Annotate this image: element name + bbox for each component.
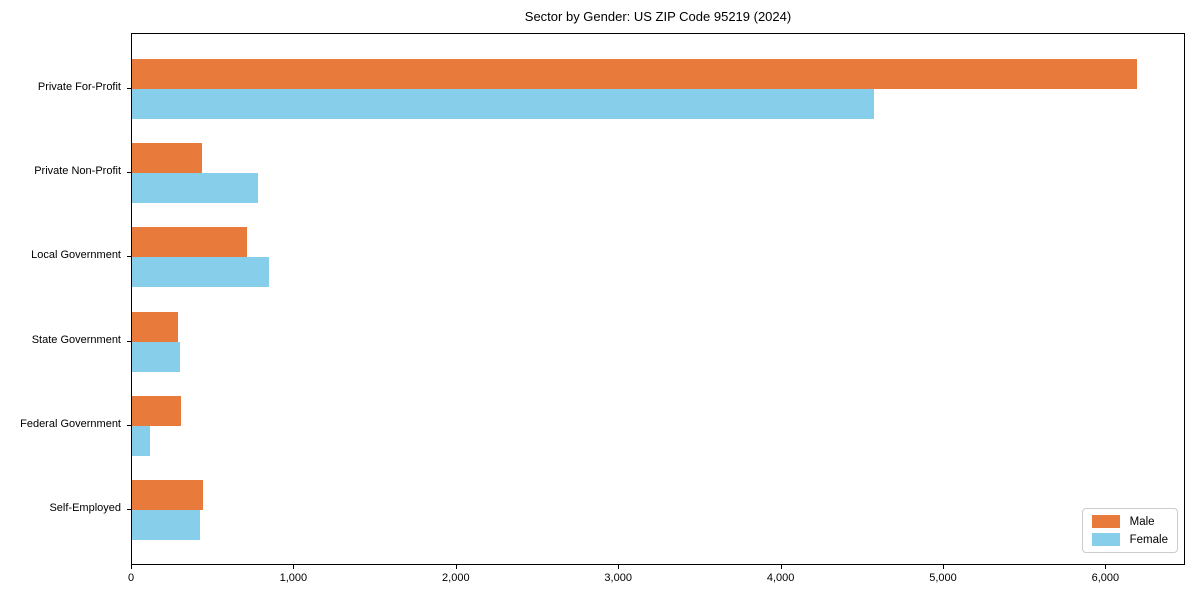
y-tick-label-private-non-profit: Private Non-Profit [34, 165, 121, 178]
y-tick-label-self-employed: Self-Employed [49, 502, 121, 514]
y-tick-label-state-government: State Government [31, 333, 121, 346]
y-tick-label-federal-government: Federal Government [20, 417, 121, 430]
legend-label-male: Male [1129, 515, 1155, 528]
plot-area: Male Female [131, 33, 1185, 565]
x-tick-label-4000: 4,000 [766, 572, 795, 584]
x-tick-label-3000: 3,000 [604, 572, 632, 584]
legend-swatch-female [1091, 533, 1120, 546]
x-tick-mark [293, 565, 295, 569]
bar-female-self-employed [132, 510, 201, 540]
y-tick-mark [127, 424, 131, 426]
y-tick-mark [127, 172, 131, 174]
bar-female-private-for-profit [132, 89, 875, 119]
legend-item-female: Female [1091, 533, 1168, 546]
x-tick-mark [618, 565, 620, 569]
legend-label-female: Female [1129, 533, 1168, 546]
bar-female-state-government [132, 341, 180, 372]
y-tick-mark [127, 256, 131, 258]
x-tick-mark [455, 565, 457, 569]
x-tick-mark [943, 565, 944, 569]
x-axis: 0 1,000 2,000 3,000 4,000 5,000 6,000 [128, 565, 1185, 595]
x-tick-mark [131, 565, 132, 569]
bar-male-state-government [132, 311, 178, 342]
bar-male-private-non-profit [132, 143, 202, 174]
bar-female-local-government [132, 257, 270, 288]
bar-male-local-government [132, 227, 248, 258]
legend-item-male: Male [1091, 515, 1168, 528]
y-tick-label-private-for-profit: Private For-Profit [37, 81, 121, 93]
y-tick-mark [127, 509, 131, 510]
legend: Male Female [1081, 508, 1178, 553]
bar-female-private-non-profit [132, 173, 258, 204]
x-tick-label-6000: 6,000 [1091, 572, 1120, 584]
x-tick-label-1000: 1,000 [279, 572, 308, 584]
bar-male-federal-government [132, 395, 181, 426]
y-tick-mark [127, 340, 131, 342]
x-tick-label-0: 0 [127, 572, 135, 584]
bar-female-federal-government [132, 425, 150, 456]
bar-male-private-for-profit [132, 59, 1138, 89]
y-tick-mark [127, 88, 131, 89]
y-tick-label-local-government: Local Government [31, 249, 121, 262]
chart-title: Sector by Gender: US ZIP Code 95219 (202… [524, 9, 792, 24]
x-tick-mark [1105, 565, 1107, 569]
x-tick-mark [780, 565, 782, 569]
legend-swatch-male [1091, 515, 1120, 528]
x-tick-label-2000: 2,000 [442, 572, 470, 584]
x-tick-label-5000: 5,000 [929, 572, 957, 584]
bar-male-self-employed [132, 480, 203, 510]
y-axis: Private For-Profit Private Non-Profit Loca… [0, 33, 131, 565]
